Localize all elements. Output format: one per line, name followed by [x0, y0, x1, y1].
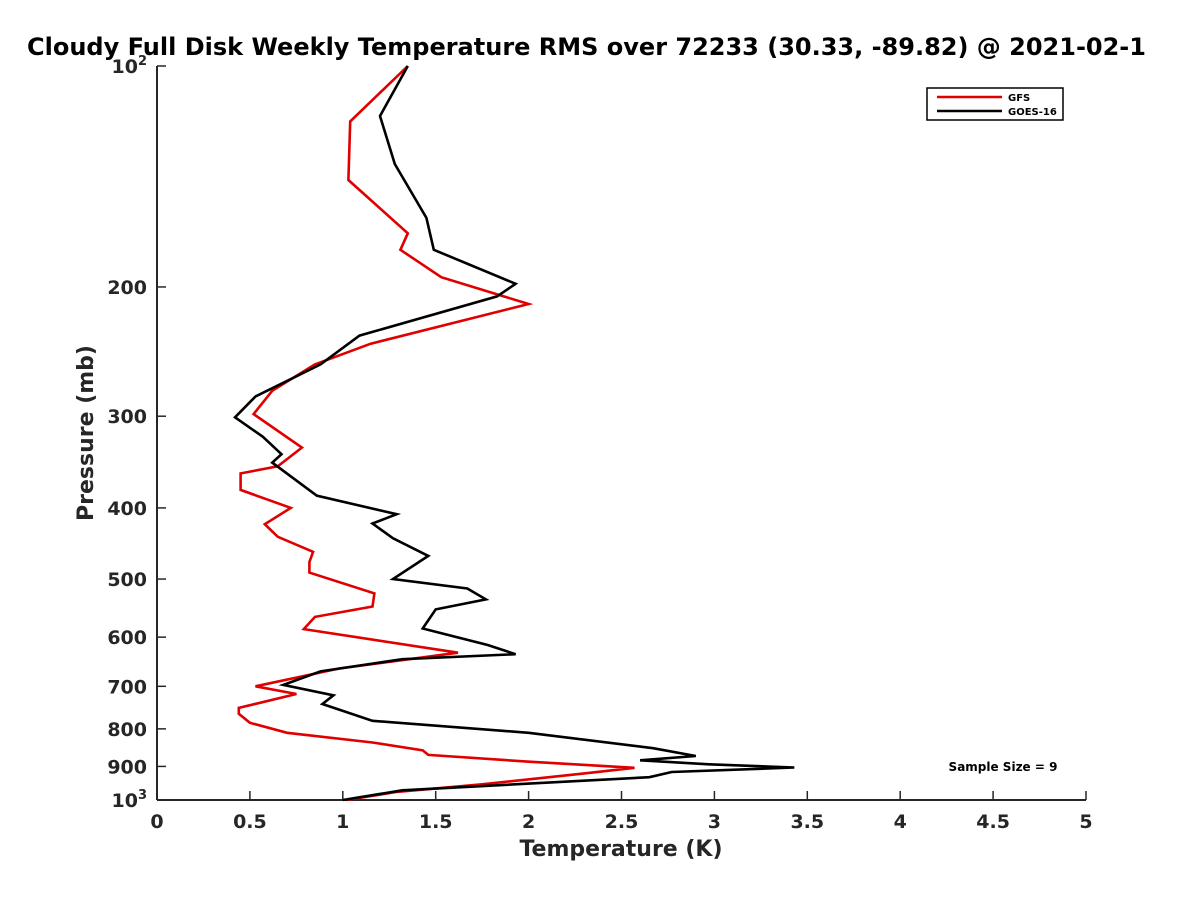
- x-tick-label: 2.5: [605, 811, 639, 833]
- x-axis-ticks: 0 0.5 1 1.5 2 2.5 3 3.5 4 4.5 5: [150, 791, 1093, 833]
- y-tick-exponent: 3: [138, 788, 147, 803]
- y-tick-label: 200: [107, 277, 147, 299]
- y-axis-label: Pressure (mb): [74, 345, 99, 521]
- x-tick-label: 4.5: [976, 811, 1010, 833]
- y-tick-base: 10: [112, 56, 138, 78]
- y-tick-label: 300: [107, 406, 147, 428]
- x-tick-label: 5: [1079, 811, 1092, 833]
- chart-title: Cloudy Full Disk Weekly Temperature RMS …: [27, 33, 1146, 61]
- x-tick-label: 2: [522, 811, 535, 833]
- y-tick-label: 900: [107, 756, 147, 778]
- y-tick-label: 800: [107, 719, 147, 741]
- x-tick-label: 1.5: [419, 811, 453, 833]
- y-tick-label: 103: [112, 788, 148, 812]
- y-tick-label: 400: [107, 498, 147, 520]
- legend-label: GOES-16: [1008, 107, 1057, 118]
- legend: GFS GOES-16: [926, 87, 1064, 121]
- sample-size-annotation: Sample Size = 9: [949, 760, 1058, 774]
- series-line-gfs: [237, 65, 635, 802]
- legend-label: GFS: [1008, 93, 1030, 104]
- x-tick-label: 3: [708, 811, 721, 833]
- x-tick-label: 1: [336, 811, 349, 833]
- series-line-goes-16: [232, 65, 795, 802]
- y-tick-exponent: 2: [138, 54, 147, 69]
- y-tick-label: 500: [107, 569, 147, 591]
- plot-axes: [156, 66, 1086, 801]
- y-tick-label: 700: [107, 676, 147, 698]
- x-axis-label: Temperature (K): [519, 837, 722, 862]
- legend-box: [926, 87, 1064, 121]
- x-tick-label: 4: [894, 811, 907, 833]
- y-tick-base: 10: [112, 790, 138, 812]
- y-tick-label: 102: [112, 54, 148, 78]
- x-tick-label: 0: [150, 811, 163, 833]
- x-tick-label: 0.5: [233, 811, 267, 833]
- plot-series: [232, 65, 795, 802]
- x-tick-label: 3.5: [790, 811, 824, 833]
- y-tick-label: 600: [107, 627, 147, 649]
